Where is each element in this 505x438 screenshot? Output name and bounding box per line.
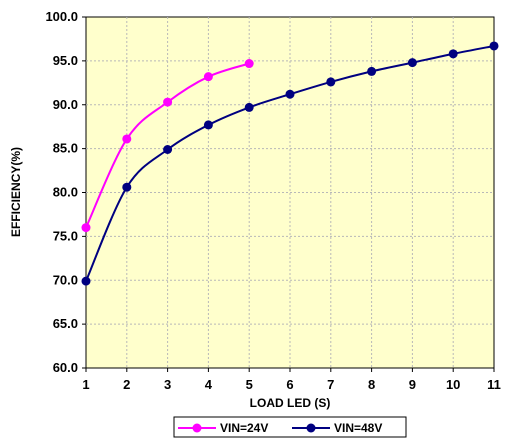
data-point bbox=[407, 58, 417, 68]
x-tick-label: 10 bbox=[446, 377, 460, 392]
y-axis-title: EFFICIENCY(%) bbox=[9, 147, 23, 237]
x-tick-label: 6 bbox=[286, 377, 293, 392]
y-tick-label: 85.0 bbox=[53, 141, 78, 156]
y-tick-label: 90.0 bbox=[53, 97, 78, 112]
y-tick-label: 70.0 bbox=[53, 272, 78, 287]
legend-label: VIN=24V bbox=[220, 421, 268, 435]
x-tick-label: 7 bbox=[327, 377, 334, 392]
x-axis-ticks: 1 2 3 4 5 6 7 8 9 10 11 bbox=[82, 368, 501, 392]
y-tick-label: 95.0 bbox=[53, 53, 78, 68]
y-tick-label: 75.0 bbox=[53, 228, 78, 243]
data-point bbox=[203, 72, 213, 82]
x-tick-label: 1 bbox=[82, 377, 89, 392]
x-axis-title: LOAD LED (S) bbox=[250, 396, 331, 410]
data-point bbox=[244, 59, 254, 69]
y-axis-ticks: 60.0 65.0 70.0 75.0 80.0 85.0 90.0 95.0 100.0 bbox=[45, 9, 86, 375]
series-vin-24v bbox=[81, 59, 254, 233]
legend-box bbox=[173, 416, 407, 438]
x-tick-label: 9 bbox=[409, 377, 416, 392]
data-point bbox=[326, 77, 336, 87]
data-point bbox=[244, 102, 254, 112]
data-point bbox=[285, 89, 295, 99]
y-tick-label: 60.0 bbox=[53, 360, 78, 375]
data-point bbox=[81, 276, 91, 286]
data-point bbox=[81, 223, 91, 233]
data-point bbox=[163, 145, 173, 155]
data-point bbox=[203, 120, 213, 130]
legend-marker bbox=[192, 423, 202, 433]
legend: VIN=24V VIN=48V bbox=[173, 416, 407, 438]
data-point bbox=[122, 134, 132, 144]
y-tick-label: 65.0 bbox=[53, 316, 78, 331]
series-vin-48v bbox=[81, 41, 499, 286]
y-tick-label: 100.0 bbox=[45, 9, 78, 24]
x-tick-label: 8 bbox=[368, 377, 375, 392]
data-point bbox=[367, 66, 377, 76]
y-tick-label: 80.0 bbox=[53, 185, 78, 200]
data-point bbox=[489, 41, 499, 51]
legend-marker bbox=[306, 423, 316, 433]
x-tick-label: 3 bbox=[164, 377, 171, 392]
data-point bbox=[163, 97, 173, 107]
data-point bbox=[122, 182, 132, 192]
x-tick-label: 4 bbox=[205, 377, 213, 392]
legend-label: VIN=48V bbox=[334, 421, 382, 435]
grid-lines bbox=[86, 17, 494, 368]
x-tick-label: 2 bbox=[123, 377, 130, 392]
x-tick-label: 5 bbox=[246, 377, 253, 392]
data-point bbox=[448, 49, 458, 59]
x-tick-label: 11 bbox=[487, 377, 501, 392]
series-group bbox=[81, 41, 499, 286]
